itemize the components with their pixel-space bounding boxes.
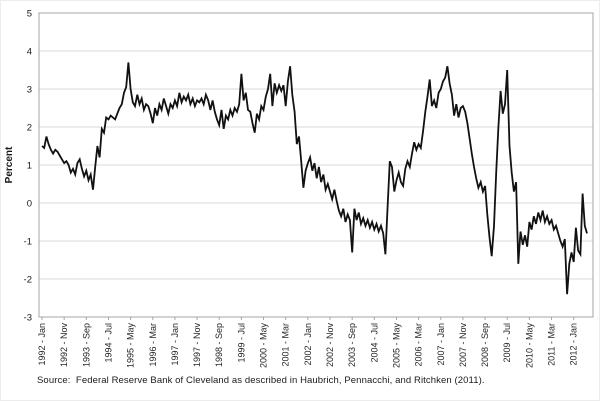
x-tick-label: 2000 - May [259, 323, 269, 369]
x-tick-label: 1993 - Sep [81, 323, 91, 367]
x-tick-label: 2001 - Mar [281, 323, 291, 367]
x-tick-label: 2004 - Jul [369, 323, 379, 363]
x-tick-label: 1994 - Jul [103, 323, 113, 363]
x-tick-label: 1992 - Jan [37, 323, 47, 366]
x-tick-label: 1997 - Jan [170, 323, 180, 366]
x-tick-label: 1995 - May [126, 323, 136, 369]
x-tick-label: 2005 - May [391, 323, 401, 369]
y-tick-label: -2 [24, 275, 32, 286]
plot-border [38, 12, 594, 318]
y-axis-title: Percent [4, 146, 15, 183]
y-tick-label: -1 [24, 237, 32, 248]
y-tick-label: 4 [27, 47, 32, 58]
x-tick-label: 2002 - Jan [303, 323, 313, 366]
x-tick-label: 2012 - Jan [569, 323, 579, 366]
x-tick-label: 1999 - Jul [236, 323, 246, 363]
x-tick-label: 1997 - Nov [192, 323, 202, 368]
y-tick-label: 5 [27, 9, 32, 20]
y-tick-label: 3 [27, 85, 32, 96]
y-tick-label: -3 [24, 313, 32, 324]
x-tick-label: 1992 - Nov [59, 323, 69, 368]
x-tick-label: 1998 - Sep [214, 323, 224, 367]
y-tick-label: 2 [27, 123, 32, 134]
x-tick-label: 2003 - Sep [347, 323, 357, 367]
source-note: Source: Federal Reserve Bank of Clevelan… [37, 375, 485, 386]
y-tick-label: 1 [27, 161, 32, 172]
x-tick-label: 2008 - Sep [480, 323, 490, 367]
x-tick-label: 2010 - May [524, 323, 534, 369]
x-tick-label: 2007 - Nov [458, 323, 468, 368]
x-tick-label: 1996 - Mar [148, 323, 158, 367]
x-tick-label: 2007 - Jan [436, 323, 446, 366]
x-tick-label: 2006 - Mar [414, 323, 424, 367]
series-line [41, 62, 588, 295]
x-tick-label: 2011 - Mar [547, 323, 557, 366]
x-tick-label: 2002 - Nov [325, 323, 335, 368]
y-tick-label: 0 [27, 199, 32, 210]
x-tick-label: 2009 - Jul [502, 323, 512, 363]
